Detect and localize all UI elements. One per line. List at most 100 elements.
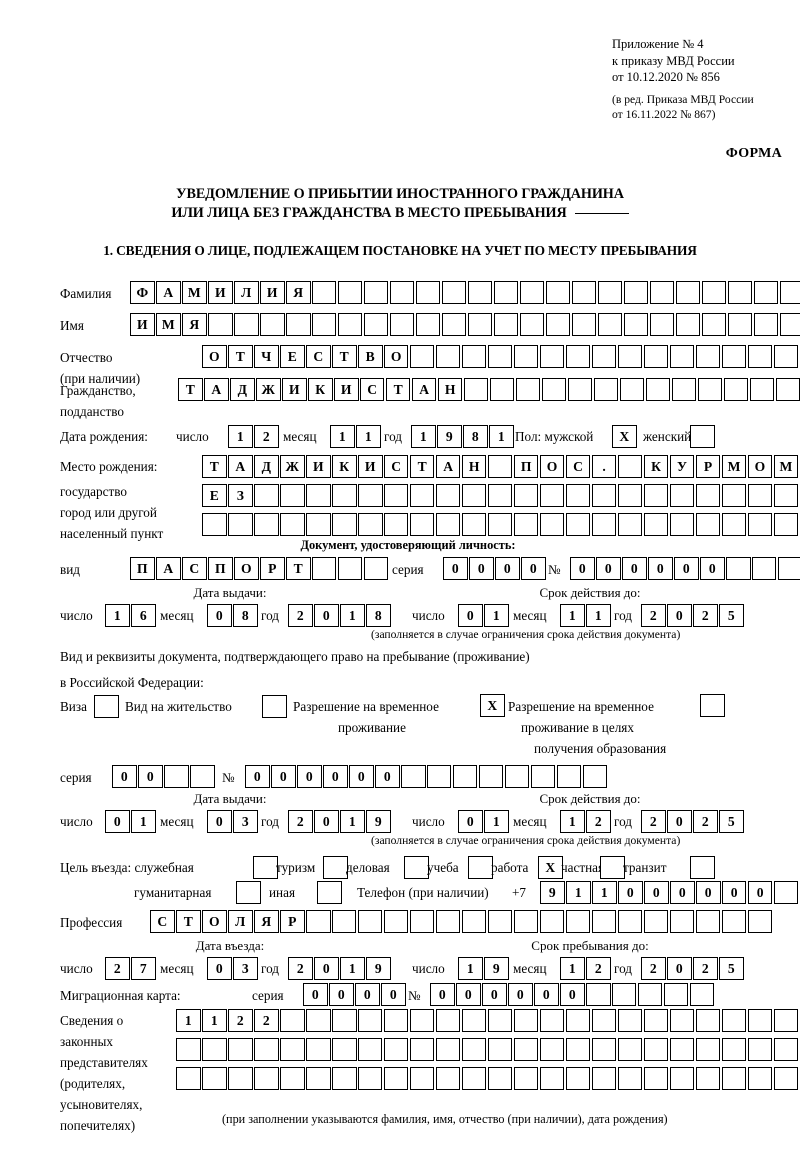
char-cell[interactable] [747, 484, 773, 507]
char-cell[interactable]: 0 [721, 881, 747, 904]
char-cell[interactable]: 0 [666, 810, 692, 833]
char-cell[interactable]: 0 [245, 765, 270, 788]
char-cell[interactable]: 0 [481, 983, 507, 1006]
char-cell[interactable]: И [357, 455, 383, 478]
char-cell[interactable] [363, 281, 389, 304]
char-cell[interactable]: Т [285, 557, 311, 580]
char-cell[interactable] [643, 345, 669, 368]
char-cell[interactable] [357, 910, 383, 933]
char-cell[interactable]: Ф [130, 281, 155, 304]
char-cell[interactable]: 7 [130, 957, 156, 980]
char-cell[interactable] [383, 910, 409, 933]
char-cell[interactable]: 8 [232, 604, 258, 627]
char-cell[interactable]: 0 [328, 983, 354, 1006]
char-cell[interactable] [695, 484, 721, 507]
char-cell[interactable] [415, 313, 441, 336]
char-cell[interactable]: 2 [585, 957, 611, 980]
char-cell[interactable] [262, 695, 287, 718]
char-cell[interactable] [539, 1038, 565, 1061]
char-cell[interactable] [600, 856, 625, 879]
char-cell[interactable] [700, 694, 725, 717]
char-cell[interactable] [727, 313, 753, 336]
char-cell[interactable]: 0 [380, 983, 406, 1006]
char-cell[interactable] [357, 513, 383, 536]
char-cell[interactable] [311, 557, 337, 580]
char-cell[interactable] [663, 983, 689, 1006]
char-cell[interactable]: 1 [591, 881, 617, 904]
char-cell[interactable]: 0 [673, 557, 699, 580]
char-cell[interactable] [539, 1067, 565, 1090]
char-cell[interactable] [409, 484, 435, 507]
char-cell[interactable]: 3 [232, 957, 258, 980]
visa-checkbox[interactable] [94, 695, 120, 718]
char-cell[interactable] [637, 983, 663, 1006]
char-cell[interactable] [468, 856, 493, 879]
char-cell[interactable]: 0 [443, 557, 468, 580]
char-cell[interactable] [435, 513, 461, 536]
char-cell[interactable] [675, 313, 701, 336]
char-cell[interactable]: 0 [322, 765, 348, 788]
char-cell[interactable]: К [307, 378, 333, 401]
char-cell[interactable]: Т [409, 455, 435, 478]
purpose-checkbox-деловая[interactable] [404, 856, 430, 879]
char-cell[interactable]: 0 [137, 765, 163, 788]
char-cell[interactable] [236, 881, 261, 904]
char-cell[interactable]: Л [233, 281, 259, 304]
char-cell[interactable]: О [747, 455, 773, 478]
residence-permit-checkbox[interactable] [262, 695, 288, 718]
char-cell[interactable] [723, 378, 749, 401]
char-cell[interactable]: О [201, 910, 227, 933]
char-cell[interactable]: 0 [520, 557, 546, 580]
char-cell[interactable] [357, 484, 383, 507]
char-cell[interactable]: 0 [507, 983, 533, 1006]
char-cell[interactable] [305, 484, 331, 507]
char-cell[interactable] [623, 281, 649, 304]
char-cell[interactable]: 0 [458, 604, 483, 627]
char-cell[interactable]: П [513, 455, 539, 478]
sex-female-checkbox[interactable] [690, 425, 716, 448]
char-cell[interactable]: 2 [692, 604, 718, 627]
char-cell[interactable] [487, 1009, 513, 1032]
char-cell[interactable]: А [227, 455, 253, 478]
char-cell[interactable]: 0 [643, 881, 669, 904]
char-cell[interactable] [331, 910, 357, 933]
char-cell[interactable]: 0 [695, 881, 721, 904]
char-cell[interactable] [617, 513, 643, 536]
char-cell[interactable]: 1 [560, 810, 585, 833]
char-cell[interactable] [545, 281, 571, 304]
char-cell[interactable] [669, 513, 695, 536]
char-cell[interactable] [565, 1038, 591, 1061]
char-cell[interactable] [669, 1067, 695, 1090]
purpose-humanitarian-checkbox[interactable] [236, 881, 262, 904]
char-cell[interactable] [337, 281, 363, 304]
char-cell[interactable] [383, 484, 409, 507]
char-cell[interactable]: 0 [468, 557, 494, 580]
char-cell[interactable]: О [233, 557, 259, 580]
char-cell[interactable] [383, 1009, 409, 1032]
char-cell[interactable]: 1 [228, 425, 253, 448]
char-cell[interactable]: П [130, 557, 155, 580]
char-cell[interactable] [571, 281, 597, 304]
char-cell[interactable] [619, 378, 645, 401]
char-cell[interactable] [233, 313, 259, 336]
char-cell[interactable]: 9 [483, 957, 509, 980]
char-cell[interactable]: С [150, 910, 175, 933]
char-cell[interactable]: 2 [641, 810, 666, 833]
char-cell[interactable]: И [281, 378, 307, 401]
char-cell[interactable] [690, 425, 715, 448]
char-cell[interactable]: 2 [253, 425, 279, 448]
char-cell[interactable] [461, 1038, 487, 1061]
char-cell[interactable] [363, 313, 389, 336]
char-cell[interactable]: Я [253, 910, 279, 933]
char-cell[interactable]: 5 [718, 810, 744, 833]
char-cell[interactable]: 1 [355, 425, 381, 448]
